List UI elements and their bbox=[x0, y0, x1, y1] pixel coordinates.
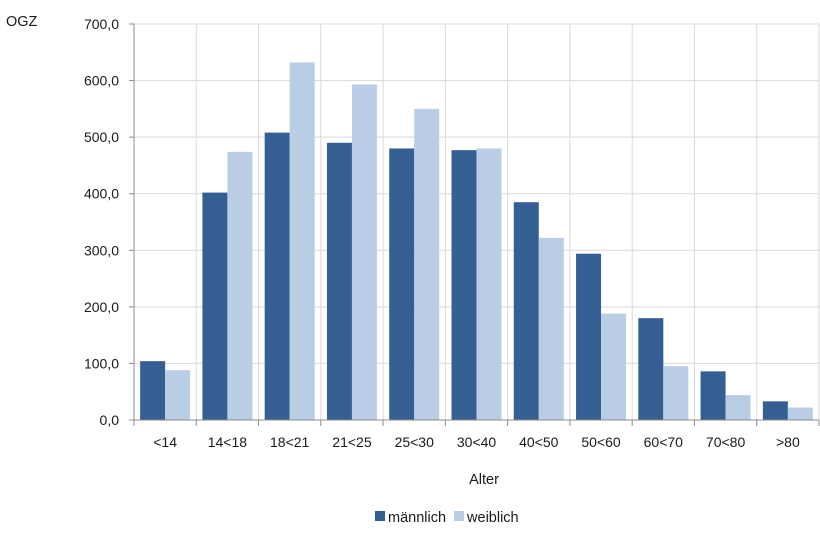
bar-weiblich-4 bbox=[414, 108, 440, 420]
y-tick-label: 300,0 bbox=[84, 242, 119, 258]
bar-weiblich-2 bbox=[289, 62, 315, 421]
bar-weiblich-5 bbox=[476, 148, 502, 420]
x-tick-label: 25<30 bbox=[395, 434, 435, 450]
legend: männlich weiblich bbox=[375, 510, 519, 526]
bar-weiblich-3 bbox=[351, 84, 377, 420]
bar-weiblich-0 bbox=[165, 370, 191, 420]
bar-maennlich-0 bbox=[140, 361, 166, 420]
x-tick-label: 60<70 bbox=[644, 434, 684, 450]
bar-maennlich-2 bbox=[264, 132, 290, 421]
x-tick-label: 50<60 bbox=[581, 434, 621, 450]
y-tick-label: 500,0 bbox=[84, 129, 119, 145]
bar-maennlich-10 bbox=[762, 401, 788, 420]
y-tick-label: 400,0 bbox=[84, 186, 119, 202]
y-tick-label: 700,0 bbox=[84, 16, 119, 32]
y-axis-title: OGZ bbox=[6, 14, 38, 30]
bar-weiblich-8 bbox=[663, 366, 689, 420]
bar-maennlich-1 bbox=[202, 192, 228, 420]
x-tick-label: 30<40 bbox=[457, 434, 497, 450]
bar-maennlich-3 bbox=[326, 142, 352, 421]
bar-weiblich-7 bbox=[601, 313, 627, 420]
x-tick-label: 18<21 bbox=[270, 434, 310, 450]
x-axis-title: Alter bbox=[469, 472, 499, 488]
legend-swatch-weiblich bbox=[454, 511, 465, 521]
bar-weiblich-6 bbox=[538, 237, 564, 420]
y-tick-label: 600,0 bbox=[84, 73, 119, 89]
axes bbox=[129, 23, 820, 426]
x-tick-label: <14 bbox=[153, 434, 177, 450]
bar-maennlich-9 bbox=[700, 371, 726, 420]
x-tick-labels: <14 14<18 18<21 21<25 25<30 30<40 40<50 50<60 60… bbox=[153, 434, 800, 450]
x-tick-label: 14<18 bbox=[208, 434, 248, 450]
x-tick-label: 70<80 bbox=[706, 434, 746, 450]
bars bbox=[140, 62, 813, 421]
y-tick-labels: 0,0 100,0 200,0 300,0 400,0 500,0 600,0 700,0 bbox=[84, 16, 119, 428]
legend-label-weiblich: weiblich bbox=[466, 510, 519, 526]
bar-maennlich-6 bbox=[513, 202, 539, 420]
bar-maennlich-5 bbox=[451, 150, 477, 420]
legend-label-maennlich: männlich bbox=[388, 510, 446, 526]
bar-weiblich-9 bbox=[725, 395, 751, 420]
bar-weiblich-1 bbox=[227, 151, 253, 420]
x-tick-label: 40<50 bbox=[519, 434, 559, 450]
legend-swatch-maennlich bbox=[375, 511, 385, 521]
bar-weiblich-10 bbox=[787, 407, 813, 420]
bar-maennlich-8 bbox=[638, 318, 664, 420]
x-tick-label: >80 bbox=[776, 434, 800, 450]
bar-maennlich-4 bbox=[389, 148, 415, 420]
y-tick-label: 0,0 bbox=[100, 412, 120, 428]
x-tick-label: 21<25 bbox=[332, 434, 372, 450]
bar-maennlich-7 bbox=[576, 253, 602, 420]
y-tick-label: 200,0 bbox=[84, 299, 119, 315]
y-tick-label: 100,0 bbox=[84, 355, 119, 371]
